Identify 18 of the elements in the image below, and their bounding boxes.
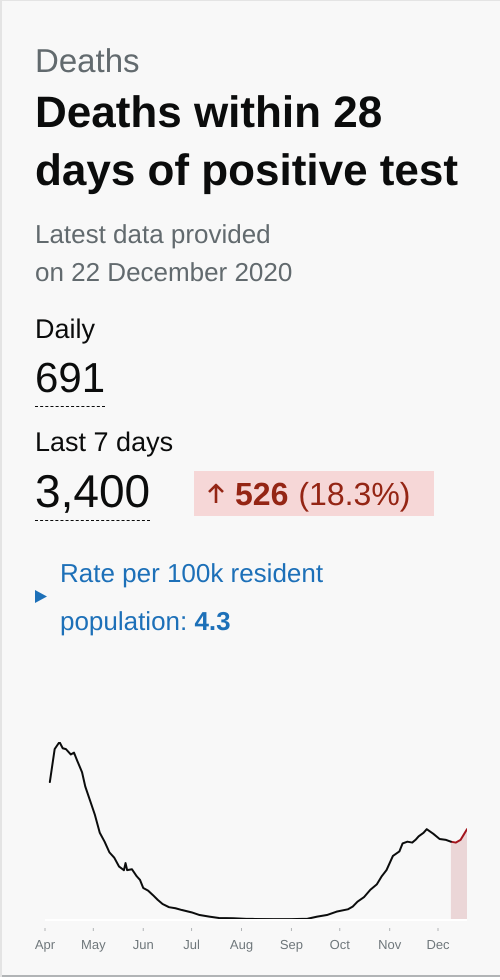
text: Deaths <box>35 42 140 79</box>
x-tick-label: May <box>81 937 106 952</box>
text: 3,400 <box>35 465 150 521</box>
text: 691 <box>35 354 106 407</box>
text: Last 7 days <box>35 427 174 457</box>
x-tick-label: Sep <box>280 937 304 952</box>
chart-subtitle: Latest data provided on 22 December 2020 <box>35 218 294 289</box>
x-tick-label: Oct <box>330 937 350 952</box>
x-tick-label: Jun <box>132 937 154 952</box>
x-tick-label: Dec <box>426 937 450 952</box>
x-tick-label: Nov <box>378 937 402 952</box>
x-tick-label: Apr <box>34 937 56 952</box>
text: Daily <box>35 314 96 344</box>
chart-title: Deaths within 28 days of positive test <box>35 87 460 197</box>
text: 4.3 <box>194 606 231 636</box>
x-tick-label: Jul <box>183 937 200 952</box>
x-tick-label: Aug <box>230 937 254 952</box>
change-badge: 526 (18.3%) <box>194 471 434 516</box>
